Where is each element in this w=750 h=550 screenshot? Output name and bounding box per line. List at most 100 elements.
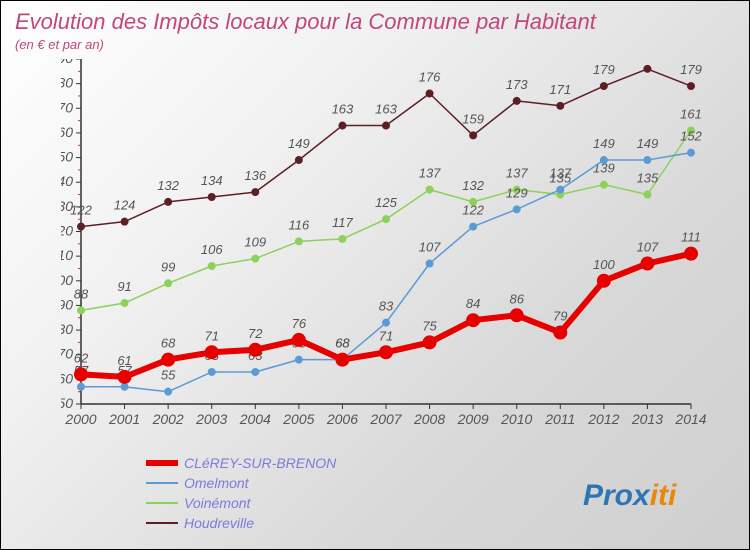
data-point[interactable] — [77, 306, 85, 314]
data-point[interactable] — [251, 255, 259, 263]
data-point[interactable] — [469, 223, 477, 231]
data-point[interactable] — [600, 181, 608, 189]
svg-text:179: 179 — [680, 62, 702, 77]
data-point[interactable] — [335, 353, 349, 367]
data-point[interactable] — [600, 156, 608, 164]
svg-text:134: 134 — [201, 173, 223, 188]
data-point[interactable] — [426, 260, 434, 268]
data-point[interactable] — [687, 149, 695, 157]
data-point[interactable] — [251, 368, 259, 376]
data-point[interactable] — [382, 215, 390, 223]
data-point[interactable] — [164, 388, 172, 396]
chart-svg[interactable]: 50 60 70 80 90 100 110 120 130 140 150 160 170 180 190… — [61, 59, 711, 479]
svg-text:137: 137 — [419, 166, 441, 181]
legend-item-clerey[interactable]: CLéREY-SUR-BRENON — [146, 453, 546, 472]
svg-text:122: 122 — [70, 203, 92, 218]
data-point[interactable] — [338, 122, 346, 130]
data-point[interactable] — [121, 383, 129, 391]
svg-text:90: 90 — [61, 296, 73, 312]
data-point[interactable] — [423, 335, 437, 349]
data-point[interactable] — [382, 319, 390, 327]
data-point[interactable] — [77, 223, 85, 231]
data-point[interactable] — [469, 131, 477, 139]
data-point[interactable] — [118, 370, 132, 384]
svg-text:150: 150 — [61, 149, 73, 165]
svg-text:161: 161 — [680, 106, 702, 121]
data-point[interactable] — [208, 368, 216, 376]
data-point[interactable] — [510, 308, 524, 322]
svg-text:2002: 2002 — [152, 411, 184, 427]
svg-text:171: 171 — [549, 82, 571, 97]
data-point[interactable] — [687, 82, 695, 90]
data-point[interactable] — [208, 193, 216, 201]
data-point[interactable] — [121, 299, 129, 307]
data-point[interactable] — [292, 333, 306, 347]
legend-swatch-omelmont — [146, 482, 178, 484]
data-point[interactable] — [164, 279, 172, 287]
data-point[interactable] — [379, 345, 393, 359]
data-point[interactable] — [643, 156, 651, 164]
svg-text:110: 110 — [61, 247, 73, 263]
data-point[interactable] — [426, 90, 434, 98]
svg-text:100: 100 — [61, 272, 73, 288]
data-point[interactable] — [208, 262, 216, 270]
svg-text:2013: 2013 — [631, 411, 663, 427]
data-point[interactable] — [556, 102, 564, 110]
svg-text:170: 170 — [61, 99, 73, 115]
data-point[interactable] — [295, 237, 303, 245]
svg-text:61: 61 — [117, 353, 131, 368]
svg-text:132: 132 — [157, 178, 179, 193]
data-point[interactable] — [640, 257, 654, 271]
svg-text:125: 125 — [375, 195, 397, 210]
svg-text:2009: 2009 — [457, 411, 489, 427]
data-point[interactable] — [643, 191, 651, 199]
legend-label-omelmont: Omelmont — [184, 475, 249, 491]
svg-text:2001: 2001 — [108, 411, 140, 427]
svg-text:129: 129 — [506, 185, 528, 200]
data-point[interactable] — [161, 353, 175, 367]
svg-text:72: 72 — [248, 326, 263, 341]
data-point[interactable] — [382, 122, 390, 130]
svg-text:173: 173 — [506, 77, 528, 92]
data-point[interactable] — [553, 326, 567, 340]
data-point[interactable] — [513, 205, 521, 213]
plot-area: 50 60 70 80 90 100 110 120 130 140 150 160 170 180 190… — [61, 59, 711, 434]
svg-text:2005: 2005 — [282, 411, 314, 427]
data-point[interactable] — [295, 156, 303, 164]
legend-item-voinemont[interactable]: Voinémont — [146, 493, 546, 512]
chart-container: Evolution des Impôts locaux pour la Comm… — [1, 1, 749, 549]
svg-text:80: 80 — [61, 321, 73, 337]
data-point[interactable] — [248, 343, 262, 357]
data-point[interactable] — [426, 186, 434, 194]
svg-text:2007: 2007 — [369, 411, 402, 427]
data-point[interactable] — [556, 186, 564, 194]
svg-text:137: 137 — [506, 166, 528, 181]
svg-text:60: 60 — [61, 370, 73, 386]
svg-text:2010: 2010 — [500, 411, 532, 427]
svg-text:135: 135 — [637, 171, 659, 186]
data-point[interactable] — [684, 247, 698, 261]
svg-text:122: 122 — [462, 203, 484, 218]
legend-item-omelmont[interactable]: Omelmont — [146, 473, 546, 492]
svg-text:91: 91 — [117, 279, 131, 294]
data-point[interactable] — [164, 198, 172, 206]
svg-text:2003: 2003 — [195, 411, 227, 427]
data-point[interactable] — [205, 345, 219, 359]
data-point[interactable] — [466, 313, 480, 327]
data-point[interactable] — [643, 65, 651, 73]
data-point[interactable] — [77, 383, 85, 391]
svg-text:84: 84 — [466, 296, 480, 311]
legend-item-houdreville[interactable]: Houdreville — [146, 513, 546, 532]
data-point[interactable] — [600, 82, 608, 90]
legend-label-voinemont: Voinémont — [184, 495, 250, 511]
data-point[interactable] — [295, 356, 303, 364]
svg-text:152: 152 — [680, 129, 702, 144]
data-point[interactable] — [251, 188, 259, 196]
data-point[interactable] — [74, 367, 88, 381]
data-point[interactable] — [597, 274, 611, 288]
svg-text:163: 163 — [375, 102, 397, 117]
data-point[interactable] — [121, 218, 129, 226]
data-point[interactable] — [513, 97, 521, 105]
svg-text:179: 179 — [593, 62, 615, 77]
data-point[interactable] — [338, 235, 346, 243]
